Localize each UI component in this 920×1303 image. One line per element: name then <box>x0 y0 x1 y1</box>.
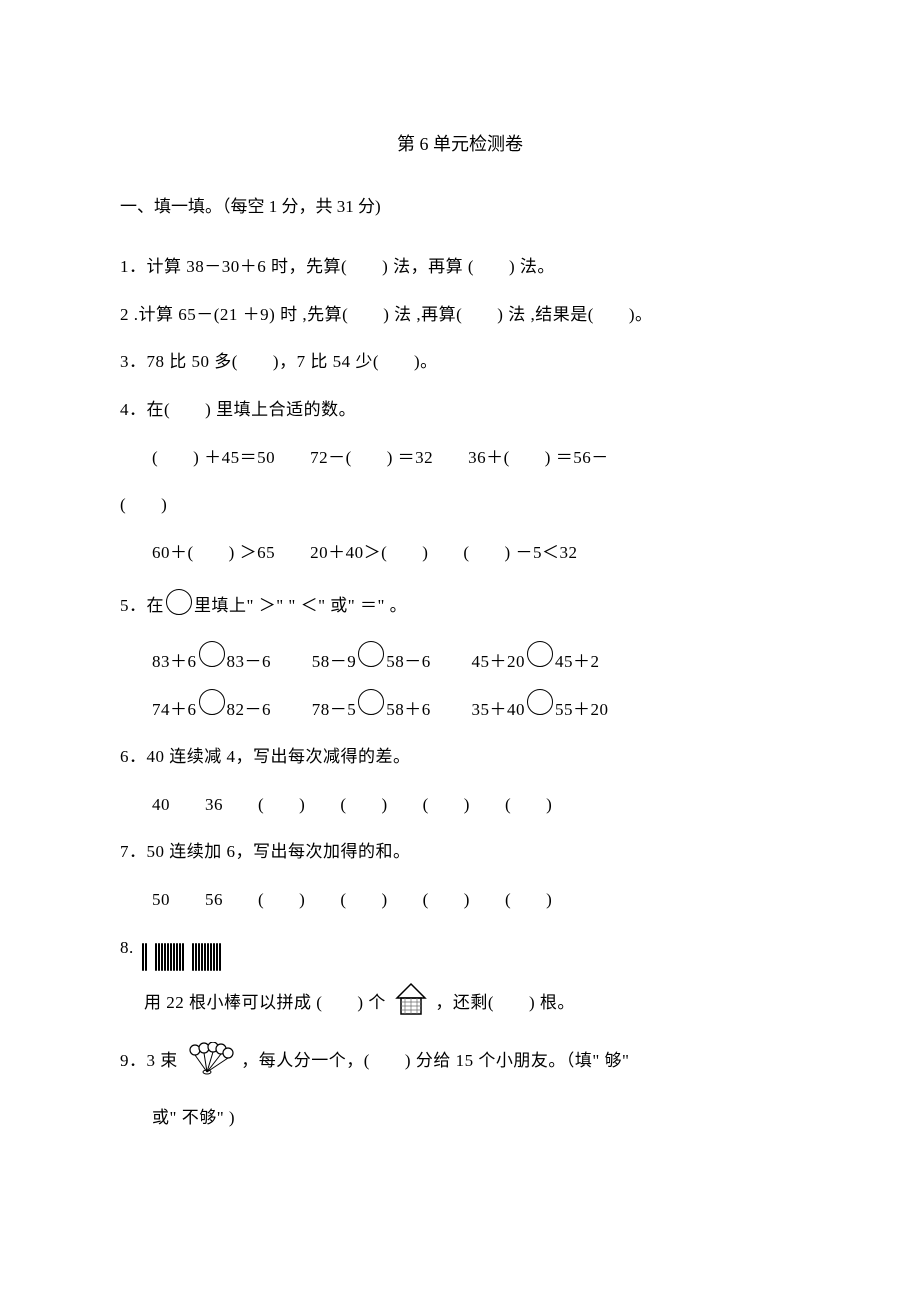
compare-left: 45＋20 <box>472 638 526 686</box>
question-4-line1: ( ) ＋45＝50 72－( ) ＝32 36＋( ) ＝56－ <box>120 434 800 482</box>
sticks-icon <box>142 943 221 971</box>
question-4-line2: 60＋( ) ＞65 20＋40＞( ) ( ) －5＜32 <box>120 529 800 577</box>
circle-icon <box>527 641 553 667</box>
q8-number: 8. <box>120 924 134 972</box>
q5-head-a: 5．在 <box>120 596 164 615</box>
question-1: 1．计算 38－30＋6 时，先算( ) 法，再算 ( ) 法。 <box>120 243 800 291</box>
compare-left: 74＋6 <box>152 686 197 734</box>
question-7-head: 7．50 连续加 6，写出每次加得的和。 <box>120 828 800 876</box>
question-5-row2: 74＋6 82－6 78－5 58＋6 35＋40 55＋20 <box>120 686 800 734</box>
compare-right: 82－6 <box>227 686 272 734</box>
q8-text-b: ，还剩( ) 根。 <box>435 993 575 1012</box>
compare-group: 74＋6 82－6 <box>152 686 271 734</box>
question-7-line: 50 56 ( ) ( ) ( ) ( ) <box>120 876 800 924</box>
question-6-head: 6．40 连续减 4，写出每次减得的差。 <box>120 733 800 781</box>
q9-text-b: ，每人分一个，( ) 分给 15 个小朋友。（填" 够" <box>241 1051 629 1070</box>
question-8-line: 用 22 根小棒可以拼成 ( ) 个 ，还剩( ) 根。 <box>120 979 800 1037</box>
question-2: 2 .计算 65－(21 ＋9) 时 ,先算( ) 法 ,再算( ) 法 ,结果… <box>120 291 800 339</box>
compare-group: 83＋6 83－6 <box>152 638 271 686</box>
question-4-line1b: ( ) <box>120 481 800 529</box>
question-6-line: 40 36 ( ) ( ) ( ) ( ) <box>120 781 800 829</box>
house-icon <box>393 982 429 1037</box>
q8-text-a: 用 22 根小棒可以拼成 ( ) 个 <box>144 993 386 1012</box>
page-title: 第 6 单元检测卷 <box>120 130 800 156</box>
circle-icon <box>166 589 192 615</box>
question-9-line2: 或" 不够" ) <box>120 1094 800 1142</box>
compare-left: 83＋6 <box>152 638 197 686</box>
compare-left: 35＋40 <box>472 686 526 734</box>
circle-icon <box>358 641 384 667</box>
compare-right: 45＋2 <box>555 638 600 686</box>
circle-icon <box>358 689 384 715</box>
question-3: 3．78 比 50 多( )，7 比 54 少( )。 <box>120 338 800 386</box>
compare-group: 45＋20 45＋2 <box>472 638 600 686</box>
question-5-row1: 83＋6 83－6 58－9 58－6 45＋20 45＋2 <box>120 638 800 686</box>
balloons-icon <box>185 1042 235 1095</box>
compare-right: 83－6 <box>227 638 272 686</box>
compare-group: 35＋40 55＋20 <box>472 686 609 734</box>
compare-group: 78－5 58＋6 <box>312 686 431 734</box>
compare-group: 58－9 58－6 <box>312 638 431 686</box>
compare-right: 58－6 <box>386 638 431 686</box>
question-9-line1: 9．3 束 ，每人分一个，( ) 分给 15 个小朋友。（填" 够" <box>120 1037 800 1095</box>
compare-left: 58－9 <box>312 638 357 686</box>
circle-icon <box>199 689 225 715</box>
q9-text-a: 9．3 束 <box>120 1051 178 1070</box>
compare-left: 78－5 <box>312 686 357 734</box>
question-8-sticks: 8. <box>120 924 800 972</box>
circle-icon <box>527 689 553 715</box>
section-1-header: 一、填一填。（每空 1 分，共 31 分) <box>120 191 800 223</box>
question-5-head: 5．在 里填上" ＞" " ＜" 或" ＝" 。 <box>120 582 800 630</box>
compare-right: 58＋6 <box>386 686 431 734</box>
circle-icon <box>199 641 225 667</box>
compare-right: 55＋20 <box>555 686 609 734</box>
q5-head-b: 里填上" ＞" " ＜" 或" ＝" 。 <box>194 596 407 615</box>
question-4-head: 4．在( ) 里填上合适的数。 <box>120 386 800 434</box>
